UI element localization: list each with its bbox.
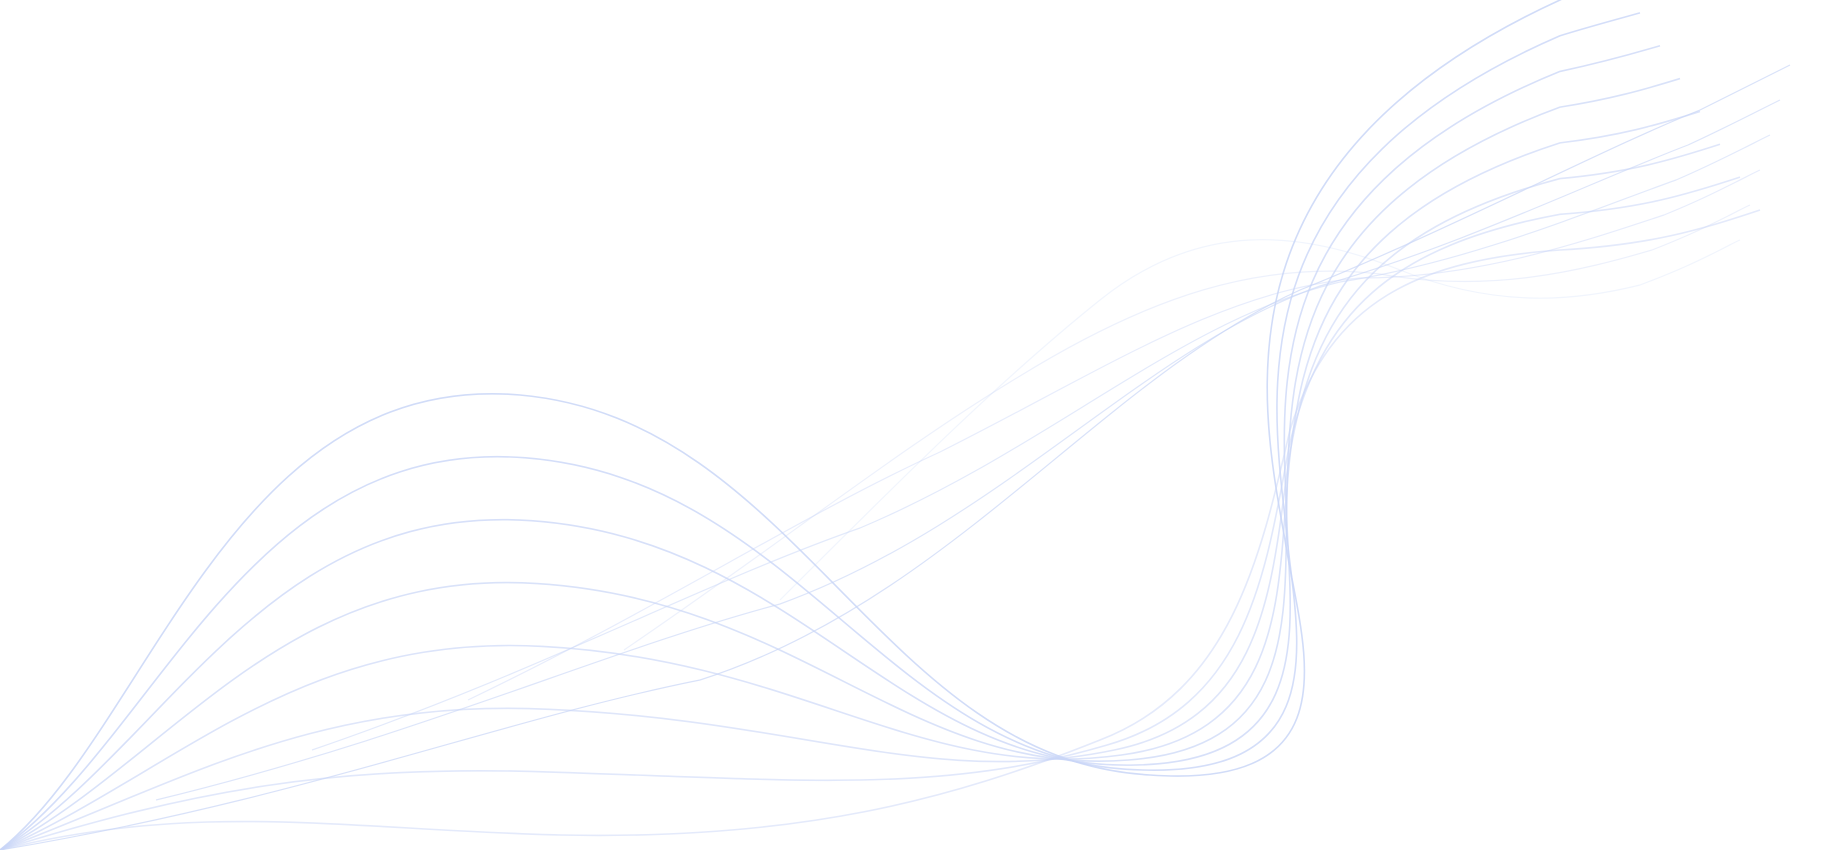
wave-line (0, 77, 1681, 850)
wave-line (0, 64, 1791, 850)
wave-line (311, 134, 1771, 751)
wave-line (0, 176, 1741, 850)
wave-line (155, 99, 1781, 801)
wave-line (623, 204, 1751, 651)
wave-line (0, 143, 1721, 850)
wave-line (779, 239, 1741, 601)
wave-line (0, 12, 1641, 850)
wave-line (0, 110, 1701, 850)
wave-line (0, 44, 1661, 850)
wave-line (0, 0, 1562, 850)
wave-line (467, 169, 1761, 701)
wave-line (0, 209, 1761, 850)
